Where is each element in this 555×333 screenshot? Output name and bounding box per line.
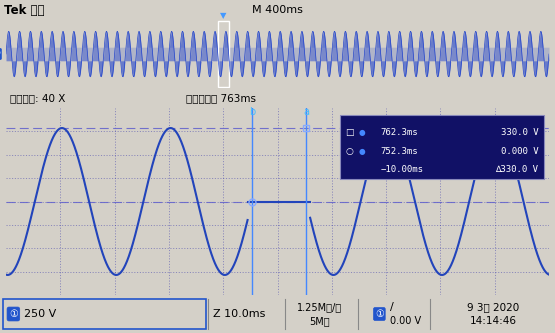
Text: Tek 预览: Tek 预览 (4, 4, 44, 17)
Text: 缩放系数: 40 X: 缩放系数: 40 X (10, 93, 65, 103)
Text: 5M点: 5M点 (310, 316, 330, 326)
Text: ①: ① (9, 309, 18, 319)
Text: ∆330.0 V: ∆330.0 V (495, 165, 538, 174)
Text: 9 3月 2020: 9 3月 2020 (467, 302, 519, 312)
Text: b: b (249, 108, 255, 118)
Text: ●: ● (359, 147, 366, 156)
Text: 0.000 V: 0.000 V (501, 147, 538, 156)
Text: □: □ (345, 128, 354, 137)
Text: 缩放位置： 763ms: 缩放位置： 763ms (186, 93, 256, 103)
Text: M 400ms: M 400ms (251, 5, 302, 15)
Bar (340, 116, 543, 179)
Bar (3, 299, 206, 329)
Text: 0.00 V: 0.00 V (390, 316, 421, 326)
Text: 762.3ms: 762.3ms (381, 128, 418, 137)
Text: −10.00ms: −10.00ms (381, 165, 423, 174)
Text: /: / (390, 302, 393, 312)
Text: 250 V: 250 V (24, 309, 56, 319)
Text: 752.3ms: 752.3ms (381, 147, 418, 156)
Text: ①: ① (375, 309, 384, 319)
Text: 1.25M次/秒: 1.25M次/秒 (297, 302, 342, 312)
Text: ▼: ▼ (220, 11, 226, 20)
Text: ○: ○ (345, 147, 353, 156)
Text: 330.0 V: 330.0 V (501, 128, 538, 137)
Text: 14:14:46: 14:14:46 (470, 316, 517, 326)
Text: Z 10.0ms: Z 10.0ms (213, 309, 265, 319)
Bar (218, 21, 229, 87)
Text: ●: ● (359, 128, 366, 137)
Text: a: a (303, 108, 309, 118)
